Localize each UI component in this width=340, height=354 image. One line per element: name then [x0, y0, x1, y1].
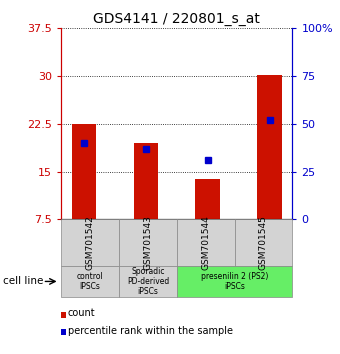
Text: GSM701543: GSM701543: [143, 215, 152, 270]
Text: cell line: cell line: [3, 276, 44, 286]
Text: Sporadic
PD-derived
iPSCs: Sporadic PD-derived iPSCs: [127, 267, 169, 296]
Text: GSM701545: GSM701545: [259, 215, 268, 270]
Text: count: count: [68, 308, 96, 318]
Text: GSM701544: GSM701544: [201, 215, 210, 270]
Title: GDS4141 / 220801_s_at: GDS4141 / 220801_s_at: [94, 12, 260, 26]
Text: percentile rank within the sample: percentile rank within the sample: [68, 326, 233, 336]
Bar: [72, 124, 97, 219]
Bar: [195, 179, 220, 219]
Text: presenilin 2 (PS2)
iPSCs: presenilin 2 (PS2) iPSCs: [201, 272, 268, 291]
Bar: [134, 143, 158, 219]
Bar: [257, 75, 282, 219]
Text: GSM701542: GSM701542: [86, 215, 95, 270]
Text: control
IPSCs: control IPSCs: [77, 272, 103, 291]
